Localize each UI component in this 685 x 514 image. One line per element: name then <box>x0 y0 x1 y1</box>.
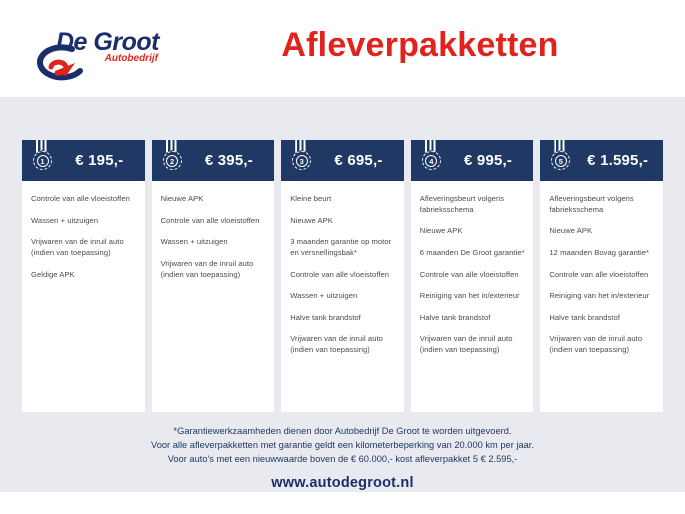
package-item: Wassen + uitzuigen <box>31 215 99 225</box>
package-item: Geldige APK <box>31 269 75 279</box>
package-price: € 195,- <box>75 152 124 169</box>
disclaimer-line: *Garantiewerkzaamheden dienen door Autob… <box>173 426 512 436</box>
medal-icon: 2 <box>161 140 185 178</box>
package-item: 12 maanden Bovag garantie* <box>549 247 650 257</box>
package-number: 1 <box>36 154 49 167</box>
degroot-logo: De Groot Autobedrijf <box>28 28 178 92</box>
package-item: Halve tank brandstof <box>549 312 621 322</box>
package-item: Controle van alle vloeistoffen <box>31 194 130 203</box>
package-items: Afleveringsbeurt volgens fabrieksschema N… <box>540 181 663 412</box>
package-item: Kleine beurt <box>290 194 332 203</box>
package-item: Controle van alle vloeistoffen <box>419 269 519 279</box>
package-item: Controle van alle vloeistoffen <box>160 215 260 225</box>
medal-circle-icon: 5 <box>551 151 571 170</box>
medal-icon: 1 <box>31 140 55 178</box>
disclaimer-line: Voor alle afleverpakketten met garantie … <box>151 439 534 450</box>
logo-brand-name: De Groot <box>56 28 159 56</box>
degroot-logo-icon <box>28 44 86 86</box>
package-item: Vrijwaren van de inruil auto (indien van… <box>419 334 513 354</box>
medal-circle-icon: 1 <box>33 151 52 170</box>
package-item: 3 maanden garantie op motor en versnelli… <box>290 237 392 257</box>
package-item: Controle van alle vloeistoffen <box>549 269 649 279</box>
content-area: 1 € 195,- Controle van alle vloeistoffen… <box>0 97 685 492</box>
disclaimer: *Garantiewerkzaamheden dienen door Autob… <box>0 425 685 467</box>
logo-sub-name: Autobedrijf <box>104 53 158 64</box>
website-link[interactable]: www.autodegroot.nl <box>271 474 414 491</box>
package-card: 3 € 695,- Kleine beurt Nieuwe APK 3 maande… <box>281 140 404 412</box>
package-item: Vrijwaren van de inruil auto (indien van… <box>31 237 124 257</box>
medal-icon: 5 <box>549 140 573 178</box>
medal-ribbon-icon <box>424 140 438 153</box>
package-item: Wassen + uitzuigen <box>160 237 228 247</box>
page-title: Afleverpakketten <box>281 26 559 64</box>
package-item: Afleveringsbeurt volgens fabrieksschema <box>419 194 505 214</box>
package-item: Reiniging van het in/exterieur <box>549 291 650 301</box>
package-item: Halve tank brandstof <box>290 312 361 322</box>
package-item: Reiniging van het in/exterieur <box>419 291 520 301</box>
package-items: Controle van alle vloeistoffen Wassen + u… <box>22 181 145 412</box>
package-item: Halve tank brandstof <box>419 312 491 322</box>
package-card: 5 € 1.595,- Afleveringsbeurt volgens fab… <box>540 140 663 412</box>
package-card-header: 2 € 395,- <box>151 140 275 181</box>
package-card: 4 € 995,- Afleveringsbeurt volgens fabri… <box>410 140 534 412</box>
package-item: Afleveringsbeurt volgens fabrieksschema <box>549 194 634 214</box>
package-number: 3 <box>295 154 308 167</box>
package-item: Vrijwaren van de inruil auto (indien van… <box>160 258 254 279</box>
package-items: Nieuwe APK Controle van alle vloeistoffen… <box>151 181 275 412</box>
package-card-header: 1 € 195,- <box>22 140 145 181</box>
package-card-header: 4 € 995,- <box>410 140 534 181</box>
package-item: Nieuwe APK <box>290 215 333 225</box>
package-items: Kleine beurt Nieuwe APK 3 maanden garantie… <box>281 181 404 412</box>
medal-circle-icon: 4 <box>421 151 441 170</box>
package-price: € 695,- <box>334 152 383 169</box>
medal-ribbon-icon <box>36 140 49 153</box>
medal-ribbon-icon <box>165 140 179 153</box>
disclaimer-line: Voor auto's met een nieuwwaarde boven de… <box>167 453 518 464</box>
package-card-header: 5 € 1.595,- <box>540 140 663 181</box>
medal-icon: 3 <box>290 140 314 178</box>
package-item: Vrijwaren van de inruil auto (indien van… <box>290 334 383 354</box>
package-card: 1 € 195,- Controle van alle vloeistoffen… <box>22 140 145 412</box>
package-item: Nieuwe APK <box>549 226 593 236</box>
medal-ribbon-icon <box>295 140 309 153</box>
package-number: 2 <box>166 154 179 167</box>
package-card-header: 3 € 695,- <box>281 140 404 181</box>
package-item: Controle van alle vloeistoffen <box>290 269 390 279</box>
medal-circle-icon: 2 <box>162 151 182 170</box>
package-number: 4 <box>425 154 438 167</box>
package-item: 6 maanden De Groot garantie* <box>419 247 525 257</box>
package-items: Afleveringsbeurt volgens fabrieksschema N… <box>410 181 534 412</box>
package-item: Vrijwaren van de inruil auto (indien van… <box>549 334 643 354</box>
package-item: Nieuwe APK <box>419 226 463 236</box>
degroot-logo-text: De Groot Autobedrijf <box>56 28 159 64</box>
package-price: € 395,- <box>204 152 253 169</box>
package-item: Nieuwe APK <box>160 194 204 203</box>
package-price: € 995,- <box>464 152 513 169</box>
page-header: De Groot Autobedrijf Afleverpakketten <box>0 0 685 97</box>
medal-icon: 4 <box>420 140 444 178</box>
package-item: Wassen + uitzuigen <box>290 291 358 301</box>
package-price: € 1.595,- <box>587 152 649 169</box>
package-card: 2 € 395,- Nieuwe APK Controle van alle vl… <box>151 140 275 412</box>
bottom-strip <box>0 492 685 514</box>
package-number: 5 <box>554 154 567 167</box>
packages-row: 1 € 195,- Controle van alle vloeistoffen… <box>0 97 685 412</box>
medal-circle-icon: 3 <box>292 151 312 170</box>
medal-ribbon-icon <box>554 140 568 153</box>
